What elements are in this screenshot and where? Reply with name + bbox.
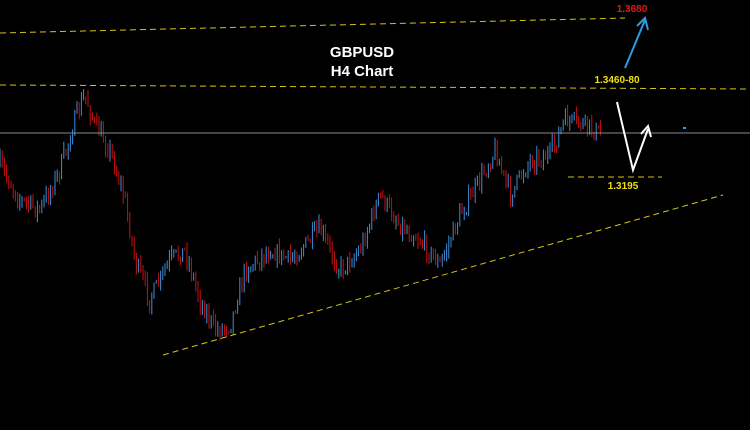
path-arrow [616, 101, 652, 174]
resistance-line [0, 84, 750, 90]
upper-channel-line [0, 17, 626, 34]
support-label: 1.3195 [608, 181, 639, 192]
trend-support-line [162, 194, 724, 356]
title-symbol: GBPUSD [330, 44, 394, 61]
title-timeframe: H4 Chart [331, 63, 394, 80]
resistance-label: 1.3460-80 [594, 75, 639, 86]
candles [0, 89, 602, 341]
bullish-arrow [624, 16, 649, 69]
marker-dot [683, 127, 686, 129]
target-label: 1.3680 [617, 4, 648, 15]
